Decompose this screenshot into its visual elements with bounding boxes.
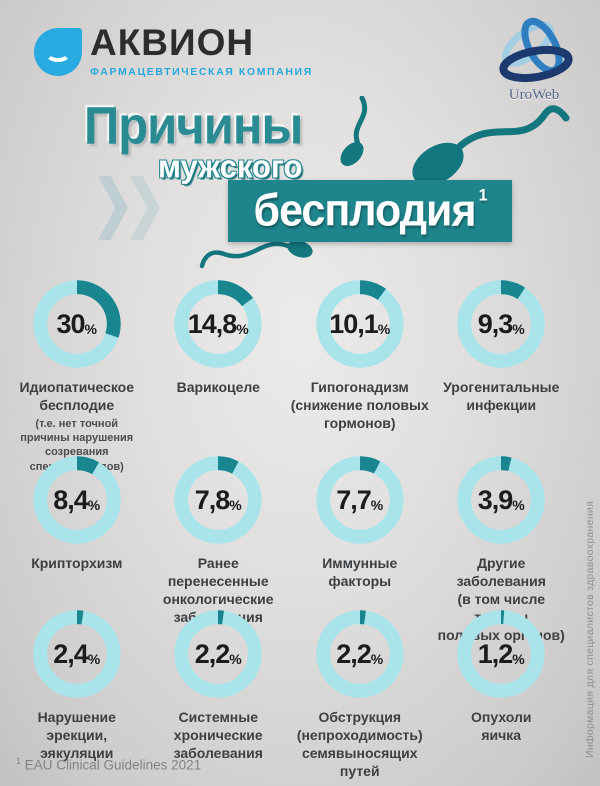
cause-label: Ранее перенесенные онкологические заболе… [162,555,274,625]
cause-label: Иммунные факторы [322,555,398,589]
cause-label: Гипогонадизм (снижение половых гормонов) [290,379,429,431]
donut-chart: 14,8% [172,278,264,370]
donut-chart: 8,4% [31,454,123,546]
donut-ring-icon [316,280,404,368]
causes-grid: 30% Идиопатическое бесплодие (т.е. нет т… [6,278,572,781]
double-chevron-icon [98,176,162,240]
donut-chart: 2,2% [172,608,264,700]
citation-marker: 1 [16,755,22,766]
cause-cell: 2,2% Обструкция (непроходимость) семявын… [289,608,431,781]
donut-ring-icon [316,456,404,544]
donut-ring-icon [457,280,545,368]
donut-ring-icon [174,280,262,368]
donut-ring-icon [33,280,121,368]
uroweb-label: UroWeb [508,87,560,103]
cause-cell: 9,3% Урогенитальные инфекции [431,278,573,454]
donut-chart: 2,4% [31,608,123,700]
source-citation: 1 EAU Clinical Guidelines 2021 [16,756,201,773]
water-drop-icon [34,28,82,76]
chevron-right-icon [98,176,128,240]
donut-chart: 10,1% [314,278,406,370]
citation-text: EAU Clinical Guidelines 2021 [24,757,202,772]
cause-label: Крипторхизм [31,555,123,571]
chevron-right-icon [130,176,160,240]
title-word-besplodiya: бесплодия 1 [253,185,488,236]
title-block: Причины мужского бесплодия 1 [0,96,600,286]
cause-label: Опухоли яичка [471,709,532,743]
donut-chart: 30% [31,278,123,370]
cause-label: Обструкция (непроходимость) семявыносящи… [296,709,423,779]
cause-cell: 7,7% Иммунные факторы [289,454,431,608]
cause-label: Урогенитальные инфекции [443,379,560,413]
donut-ring-icon [316,610,404,698]
donut-ring-icon [33,456,121,544]
title-word-prichiny: Причины [84,96,303,156]
donut-chart: 7,7% [314,454,406,546]
brand-name: АКВИОН [90,22,255,63]
donut-chart: 9,3% [455,278,547,370]
cause-cell: 8,4% Крипторхизм [6,454,148,608]
donut-chart: 7,8% [172,454,264,546]
cause-label: Системные хронические заболевания [173,709,263,761]
side-note-vertical: Информация для специалистов здравоохране… [584,500,596,758]
brand-tagline: ФАРМАЦЕВТИЧЕСКАЯ КОМПАНИЯ [90,65,313,78]
cause-cell: 3,9% Другие заболевания (в том числе тра… [431,454,573,643]
aquion-logo: АКВИОН ФАРМАЦЕВТИЧЕСКАЯ КОМПАНИЯ [34,22,313,78]
cause-label: Варикоцеле [176,379,260,395]
uroweb-logo: UroWeb [486,12,582,104]
title-word-muzhskogo: мужского [158,148,303,185]
donut-chart: 3,9% [455,454,547,546]
cause-cell: 7,8% Ранее перенесенные онкологические з… [148,454,290,625]
title-banner: бесплодия 1 [228,180,512,242]
cause-cell: 10,1% Гипогонадизм (снижение половых гор… [289,278,431,454]
footnote-marker: 1 [478,186,488,205]
donut-ring-icon [457,456,545,544]
donut-ring-icon [174,456,262,544]
donut-ring-icon [33,610,121,698]
donut-chart: 1,2% [455,608,547,700]
cause-label: Другие заболевания (в том числе травмы п… [437,555,565,643]
cause-label: Нарушение эрекции, эякуляции [37,709,116,761]
uroweb-ellipses-icon [499,17,573,83]
donut-ring-icon [174,610,262,698]
donut-ring-icon [457,610,545,698]
donut-chart: 2,2% [314,608,406,700]
cause-cell: 2,4% Нарушение эрекции, эякуляции [6,608,148,781]
cause-label: Идиопатическое бесплодие [19,379,135,413]
cause-cell: 1,2% Опухоли яичка [431,608,573,781]
cause-cell: 30% Идиопатическое бесплодие (т.е. нет т… [6,278,148,473]
cause-cell: 14,8% Варикоцеле [148,278,290,454]
brand-text: АКВИОН ФАРМАЦЕВТИЧЕСКАЯ КОМПАНИЯ [90,22,313,78]
smile-icon [45,44,71,62]
